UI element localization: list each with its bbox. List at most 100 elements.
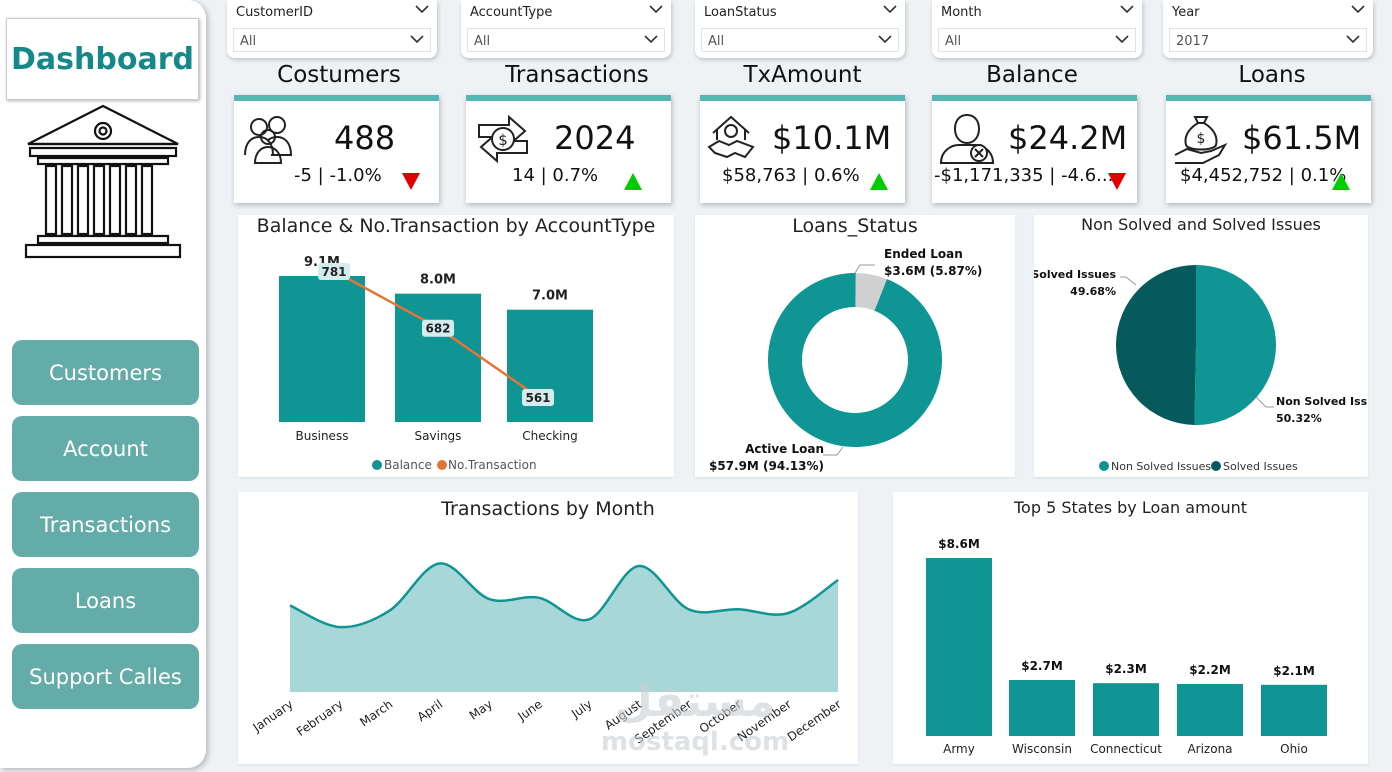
slice-name: Active Loan bbox=[745, 442, 824, 456]
loans-status-panel: Loans_Status Ended Loan $3.6M (5.87%) Acti… bbox=[695, 215, 1015, 477]
chevron-down-icon[interactable] bbox=[1120, 4, 1134, 14]
bar-state-arizona bbox=[1177, 684, 1243, 736]
brand-title: Dashboard bbox=[11, 41, 194, 77]
area-fill bbox=[290, 563, 838, 692]
legend-label: Balance bbox=[384, 458, 432, 472]
slice-solved-issues bbox=[1116, 265, 1196, 425]
slicer-dropdown[interactable]: 2017 bbox=[1169, 28, 1367, 52]
legend-label: No.Transaction bbox=[448, 458, 537, 472]
line-data-label: 682 bbox=[425, 322, 450, 336]
bar-state-army bbox=[926, 558, 992, 736]
chevron-down-icon[interactable] bbox=[649, 4, 663, 14]
account-type-chart[interactable]: 9.1MBusiness8.0MSavings7.0MChecking78168… bbox=[238, 215, 674, 477]
kpi-title-loans: Loans bbox=[1238, 62, 1306, 88]
kpi-value: $24.2M bbox=[1008, 119, 1128, 157]
chevron-down-icon[interactable] bbox=[415, 4, 429, 14]
x-tick-label: November bbox=[735, 697, 794, 744]
slice-label: 50.32% bbox=[1276, 412, 1322, 425]
nav-loans-button[interactable]: Loans bbox=[12, 568, 199, 633]
chevron-down-icon[interactable] bbox=[410, 34, 424, 44]
slicer-loanstatus[interactable]: LoanStatus All bbox=[695, 0, 905, 58]
slicer-accounttype[interactable]: AccountType All bbox=[461, 0, 671, 58]
chevron-down-icon[interactable] bbox=[1346, 34, 1360, 44]
nav-transactions-button[interactable]: Transactions bbox=[12, 492, 199, 557]
chevron-down-icon[interactable] bbox=[1351, 4, 1365, 14]
kpi-title-txamount: TxAmount bbox=[743, 62, 862, 88]
kpi-value: $10.1M bbox=[772, 119, 892, 157]
chevron-down-icon[interactable] bbox=[644, 34, 658, 44]
slicer-title: Month bbox=[941, 5, 982, 20]
slice-name: Non Solved Iss... bbox=[1276, 395, 1368, 408]
bar-data-label: 7.0M bbox=[532, 289, 568, 304]
top-states-panel: Top 5 States by Loan amount $8.6M Army $2.… bbox=[893, 492, 1368, 764]
kpi-delta: -5 | -1.0% bbox=[294, 165, 382, 186]
x-tick-label: Checking bbox=[522, 429, 577, 443]
bank-building-icon bbox=[24, 104, 182, 259]
sidebar: Dashboard Customers Account Transactions… bbox=[0, 0, 206, 768]
money-bag-hand-icon: $ bbox=[1174, 116, 1228, 164]
slicer-dropdown[interactable]: All bbox=[233, 28, 431, 52]
kpi-card-transactions: $ 2024 14 | 0.7% bbox=[466, 95, 671, 203]
nav-account-button[interactable]: Account bbox=[12, 416, 199, 481]
chevron-down-icon[interactable] bbox=[883, 4, 897, 14]
x-tick-label: December bbox=[785, 697, 844, 744]
chevron-down-icon[interactable] bbox=[1115, 34, 1129, 44]
slicer-dropdown[interactable]: All bbox=[467, 28, 665, 52]
bar-state-ohio bbox=[1261, 684, 1327, 736]
slice-active-loan bbox=[768, 273, 942, 448]
kpi-title-customers: Costumers bbox=[277, 62, 401, 88]
slice-label: $3.6M (5.87%) bbox=[884, 264, 982, 278]
bar-state-connecticut bbox=[1093, 683, 1159, 736]
bar-data-label: $8.6M bbox=[938, 537, 980, 551]
bar-data-label: $2.1M bbox=[1273, 664, 1315, 678]
nav-support-calls-button[interactable]: Support Calles bbox=[12, 644, 199, 709]
x-tick-label: Ohio bbox=[1280, 742, 1308, 756]
loans-status-donut[interactable]: Ended Loan $3.6M (5.87%) Active Loan $57.9M… bbox=[695, 215, 1015, 477]
slicer-month[interactable]: Month All bbox=[932, 0, 1142, 58]
trend-up-icon bbox=[1332, 173, 1350, 190]
x-tick-label: Army bbox=[943, 742, 975, 756]
chart-title: Balance & No.Transaction by AccountType bbox=[256, 215, 656, 237]
slicer-dropdown[interactable]: All bbox=[938, 28, 1136, 52]
top-states-bar[interactable]: $8.6M Army $2.7M Wisconsin $2.3M Connecticut $… bbox=[893, 492, 1368, 764]
bar-data-label: 8.0M bbox=[420, 273, 456, 288]
issues-pie[interactable]: Non Solved Iss... 50.32% Solved Issues 49.6… bbox=[1034, 215, 1368, 477]
x-tick-label: July bbox=[568, 697, 595, 721]
nav-customers-button[interactable]: Customers bbox=[12, 340, 199, 405]
bar-balance-business bbox=[279, 276, 365, 422]
account-type-chart-panel: Balance & No.Transaction by AccountType … bbox=[238, 215, 674, 477]
slicer-customerid[interactable]: CustomerID All bbox=[227, 0, 437, 58]
slicer-dropdown[interactable]: All bbox=[701, 28, 899, 52]
x-tick-label: Arizona bbox=[1187, 742, 1232, 756]
trend-down-icon bbox=[402, 173, 420, 190]
kpi-value: 488 bbox=[334, 119, 396, 157]
kpi-delta: $58,763 | 0.6% bbox=[722, 165, 860, 186]
x-tick-label: June bbox=[515, 697, 545, 724]
x-tick-label: Savings bbox=[415, 429, 462, 443]
transactions-month-panel: Transactions by Month January February Mar… bbox=[238, 492, 858, 764]
kpi-card-txamount: $10.1M $58,763 | 0.6% bbox=[700, 95, 905, 203]
svg-text:$: $ bbox=[1197, 131, 1206, 147]
chart-title: Non Solved and Solved Issues bbox=[1081, 215, 1321, 234]
x-tick-label: August bbox=[602, 697, 645, 733]
legend-dot-non-solved bbox=[1099, 461, 1109, 471]
home-handshake-icon bbox=[707, 115, 755, 159]
slice-ended-loan bbox=[855, 273, 887, 311]
chevron-down-icon[interactable] bbox=[878, 34, 892, 44]
slice-name: Solved Issues bbox=[1034, 268, 1116, 281]
kpi-value: 2024 bbox=[554, 119, 636, 157]
kpi-card-customers: 488 -5 | -1.0% bbox=[234, 95, 439, 203]
kpi-delta: $4,452,752 | 0.1% bbox=[1180, 165, 1347, 186]
x-tick-label: January bbox=[250, 697, 296, 735]
issues-panel: Non Solved and Solved Issues Non Solved … bbox=[1034, 215, 1368, 477]
slicer-year[interactable]: Year 2017 bbox=[1163, 0, 1373, 58]
slicer-value: All bbox=[708, 34, 725, 49]
chart-title: Loans_Status bbox=[792, 215, 918, 237]
svg-text:$: $ bbox=[498, 131, 508, 149]
kpi-delta: 14 | 0.7% bbox=[512, 165, 599, 186]
line-label-bg bbox=[318, 263, 350, 280]
x-tick-label: February bbox=[294, 697, 346, 739]
area-line bbox=[289, 562, 839, 629]
x-tick-label: Connecticut bbox=[1090, 742, 1162, 756]
